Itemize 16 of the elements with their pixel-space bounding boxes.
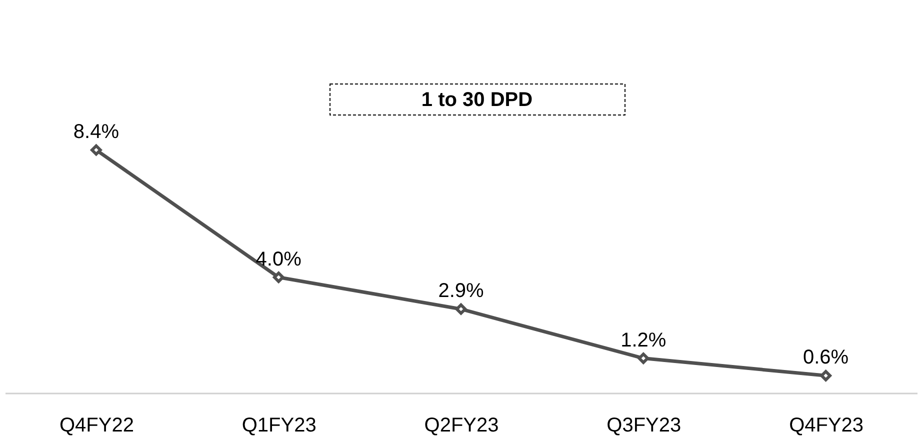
point (272, 272, 284, 283)
point (90, 144, 102, 156)
x-tick-label: Q1FY23 (242, 414, 316, 436)
data-label: 8.4% (73, 121, 120, 143)
point (455, 303, 467, 315)
point (638, 352, 650, 364)
x-tick-label: Q2FY23 (424, 414, 499, 436)
point (820, 370, 832, 382)
x-tick-label: Q3FY23 (606, 414, 682, 436)
data-label: 0.6% (803, 346, 849, 369)
data-label: 1.2% (620, 329, 666, 352)
x-tick-label: Q4FY22 (59, 414, 134, 436)
x-tick-label: Q4FY23 (789, 414, 864, 436)
chart-title: 1 to 30 DPD (421, 89, 533, 111)
data-label: 2.9% (438, 280, 484, 302)
data-label: 4.0% (256, 248, 302, 270)
